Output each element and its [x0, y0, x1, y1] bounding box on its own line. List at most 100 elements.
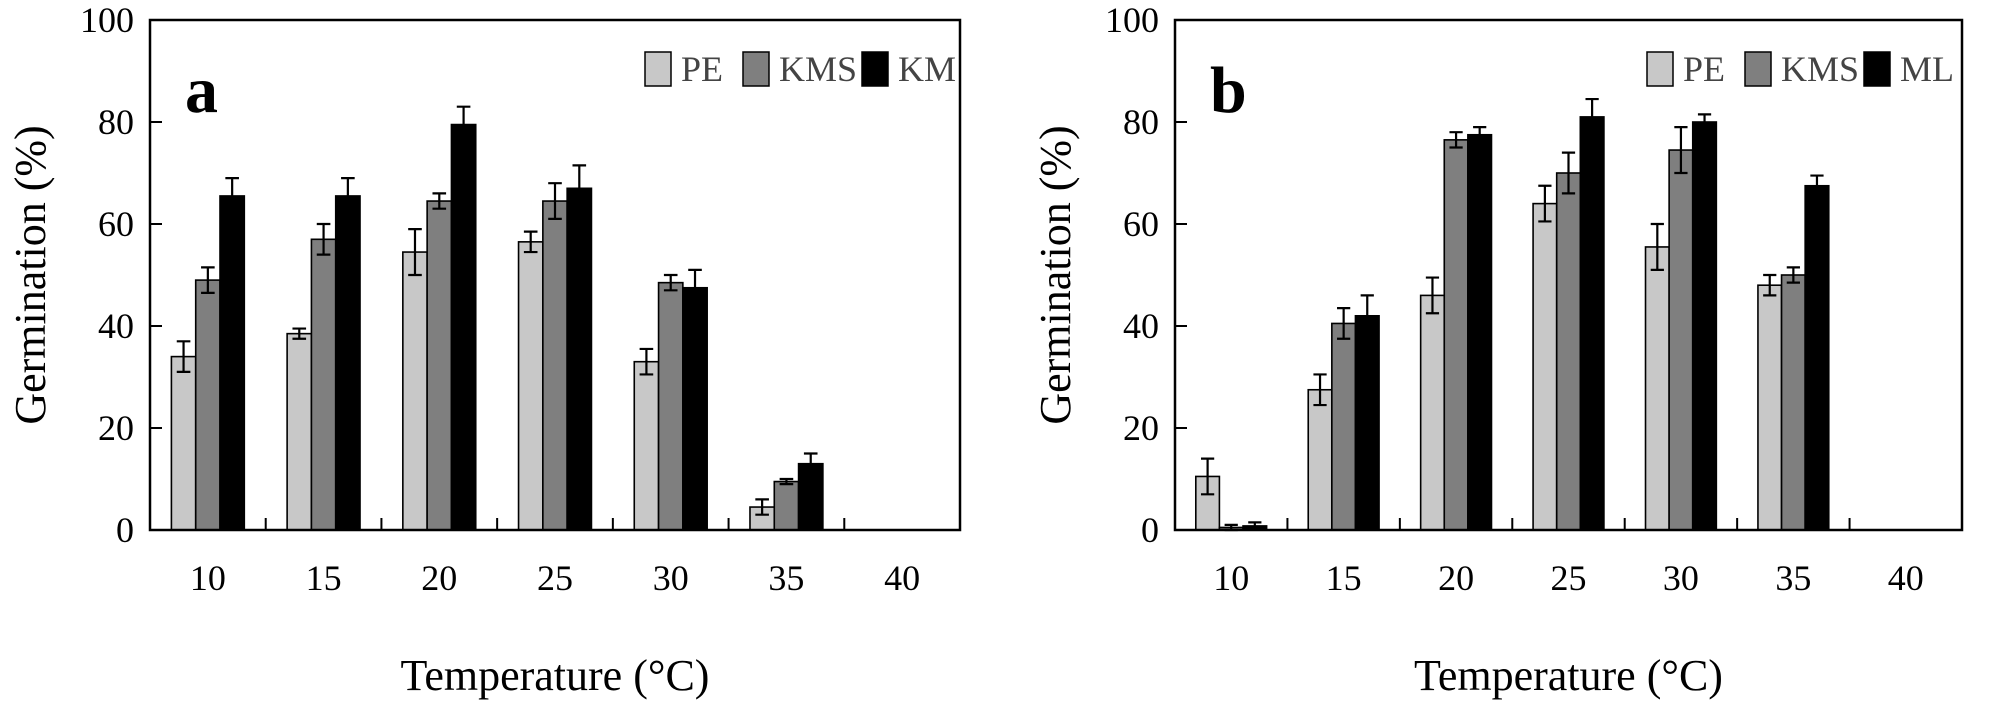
x-tick-label: 35: [1775, 558, 1811, 598]
bar-km-30: [682, 286, 708, 531]
x-tick-label: 20: [421, 558, 457, 598]
x-tick-label: 30: [1663, 558, 1699, 598]
error-bar-pe-20: [1425, 276, 1440, 315]
x-tick-label: 15: [1326, 558, 1362, 598]
error-bar-km-15: [341, 177, 355, 215]
x-tick-label: 10: [190, 558, 226, 598]
bar-ml-35: [1804, 184, 1830, 531]
x-tick-label: 20: [1438, 558, 1474, 598]
x-axis-title: Temperature (°C): [401, 651, 710, 700]
y-tick-label: 100: [1105, 0, 1159, 40]
bar-pe-15: [1307, 388, 1333, 531]
bar-kms-20: [1443, 139, 1469, 531]
error-bar-pe-10: [1200, 457, 1215, 496]
bar-kms-15: [310, 238, 337, 531]
error-bar-pe-25: [1538, 184, 1552, 223]
bar-pe-35: [1757, 284, 1783, 531]
bar-kms-35: [773, 480, 800, 531]
legend-swatch-pe: [1646, 51, 1674, 87]
error-bar-km-25: [572, 164, 587, 213]
error-bar-kms-30: [1674, 126, 1688, 175]
error-bar-pe-20: [408, 228, 422, 277]
bar-kms-35: [1780, 274, 1806, 531]
bar-pe-10: [170, 355, 197, 531]
bar-km-10: [219, 195, 246, 531]
bar-ml-30: [1691, 121, 1718, 531]
bar-kms-30: [657, 281, 684, 531]
y-tick-label: 60: [98, 204, 134, 244]
panel-letter: a: [185, 54, 218, 127]
x-tick-label: 25: [537, 558, 573, 598]
x-tick-label: 40: [1888, 558, 1924, 598]
bar-ml-20: [1467, 133, 1493, 531]
bar-pe-20: [1419, 294, 1446, 531]
error-bar-km-20: [456, 105, 471, 144]
bar-km-20: [450, 123, 477, 531]
error-bar-km-35: [803, 452, 818, 475]
error-bar-kms-20: [432, 192, 447, 210]
y-tick-label: 0: [1141, 510, 1159, 550]
error-bar-kms-15: [1337, 307, 1351, 340]
x-tick-label: 25: [1551, 558, 1587, 598]
x-tick-label: 15: [306, 558, 342, 598]
error-bar-kms-15: [316, 222, 331, 256]
error-bar-pe-30: [639, 347, 654, 376]
plot-frame: [148, 18, 962, 532]
y-tick-label: 40: [98, 306, 134, 346]
panel-b: 0 20 40 60 80 100 10 15 20 25 30 35 40 Germination (%…: [1031, 0, 1964, 700]
legend-swatch-km: [861, 51, 889, 87]
y-tick-label: 80: [98, 102, 134, 142]
bar-pe-30: [633, 360, 660, 531]
x-tick-label: 10: [1213, 558, 1249, 598]
error-bar-pe-35: [755, 498, 769, 516]
error-bar-ml-25: [1585, 97, 1599, 136]
legend-label-kms: KMS: [1781, 49, 1859, 89]
bar-kms-25: [1555, 172, 1582, 531]
error-bar-km-10: [225, 177, 239, 215]
panel-a: 0 20 40 60 80 100 10 15 20 25 30 35 40 Germination (%…: [6, 0, 962, 700]
legend-label-pe: PE: [681, 49, 723, 89]
y-tick-label: 80: [1123, 102, 1159, 142]
error-bar-kms-25: [548, 182, 562, 220]
legend-label-kms: KMS: [779, 49, 857, 89]
legend-swatch-kms: [1744, 51, 1772, 87]
bar-pe-25: [1532, 202, 1558, 531]
bar-kms-30: [1668, 149, 1694, 531]
error-bar-pe-10: [176, 340, 191, 373]
y-tick-label: 100: [80, 0, 134, 40]
bar-pe-30: [1644, 246, 1670, 531]
bar-pe-25: [517, 241, 544, 531]
error-bar-kms-10: [201, 266, 215, 294]
error-bar-ml-35: [1810, 174, 1824, 198]
legend-swatch-ml: [1863, 51, 1891, 87]
legend-label-km: KM: [898, 49, 956, 89]
error-bar-kms-25: [1561, 151, 1576, 195]
error-bar-kms-35: [779, 477, 794, 486]
error-bar-kms-35: [1786, 266, 1800, 284]
y-axis-title: Germination (%): [1031, 125, 1080, 424]
bar-pe-15: [286, 332, 313, 531]
error-bar-pe-15: [1313, 373, 1327, 407]
bar-kms-25: [542, 200, 568, 531]
bar-km-15: [334, 195, 361, 531]
error-bar-kms-30: [663, 273, 678, 292]
legend-label-pe: PE: [1683, 49, 1725, 89]
legend-label-ml: ML: [1900, 49, 1954, 89]
error-bar-kms-20: [1449, 131, 1463, 149]
x-tick-label: 30: [653, 558, 689, 598]
y-axis-title: Germination (%): [6, 125, 55, 424]
bar-km-25: [566, 187, 593, 531]
x-tick-label: 35: [768, 558, 804, 598]
error-bar-pe-25: [523, 230, 538, 254]
bar-kms-15: [1331, 322, 1357, 531]
y-tick-label: 20: [98, 408, 134, 448]
error-bar-pe-15: [292, 327, 307, 340]
y-tick-label: 60: [1123, 204, 1159, 244]
error-bar-ml-20: [1473, 126, 1487, 144]
x-tick-label: 40: [884, 558, 920, 598]
panel-letter: b: [1210, 54, 1247, 127]
bar-pe-20: [402, 251, 428, 531]
y-tick-label: 0: [116, 510, 134, 550]
bar-kms-20: [426, 200, 453, 531]
